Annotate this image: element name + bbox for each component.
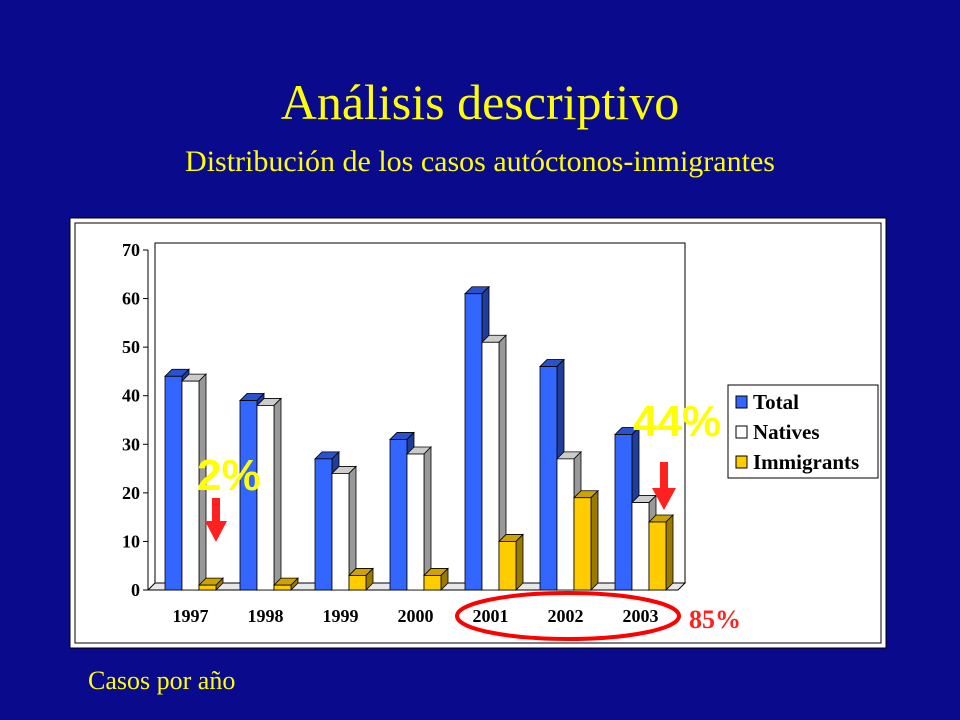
x-tick-label: 1998 xyxy=(248,606,284,626)
bar-immigrants-2002 xyxy=(573,489,599,591)
bar-immigrants-2003 xyxy=(648,514,674,591)
y-tick-label: 70 xyxy=(122,240,140,260)
chart-inner-frame xyxy=(74,222,882,644)
x-tick-label: 2001 xyxy=(473,606,509,626)
y-tick-label: 60 xyxy=(122,289,140,309)
callout-2003: 44% xyxy=(633,397,721,446)
y-tick-label: 20 xyxy=(122,483,140,503)
bar-natives-1999 xyxy=(331,465,357,591)
bar-natives-1998 xyxy=(256,397,282,591)
x-tick-label: 1999 xyxy=(323,606,359,626)
legend-swatch-total xyxy=(735,395,748,409)
highlight-label: 85% xyxy=(689,605,741,634)
bar-immigrants-2001 xyxy=(498,533,524,591)
legend-label-total: Total xyxy=(753,390,799,414)
bar-natives-2000 xyxy=(406,446,432,591)
bar-immigrants-1997 xyxy=(198,577,224,591)
legend-swatch-natives xyxy=(735,425,748,439)
footnote: Casos por año xyxy=(88,666,236,695)
bar-immigrants-1999 xyxy=(348,567,374,591)
legend: Total Natives Immigrants xyxy=(727,384,879,479)
legend-label-natives: Natives xyxy=(753,420,820,444)
arrow-2003 xyxy=(652,462,676,510)
legend-swatch-immigrants xyxy=(735,455,748,469)
y-tick-label: 50 xyxy=(122,337,140,357)
bar-immigrants-2000 xyxy=(423,567,449,591)
slide-subtitle: Distribución de los casos autóctonos-inm… xyxy=(185,145,775,178)
bar-immigrants-1998 xyxy=(273,577,299,591)
slide-title: Análisis descriptivo xyxy=(280,74,680,130)
arrow-1997 xyxy=(205,498,227,542)
x-tick-label: 2000 xyxy=(398,606,434,626)
y-tick-label: 10 xyxy=(122,531,140,551)
y-tick-label: 30 xyxy=(122,434,140,454)
callout-1997: 2% xyxy=(197,451,261,500)
legend-label-immigrants: Immigrants xyxy=(753,450,859,474)
y-tick-label: 0 xyxy=(131,580,140,600)
y-tick-label: 40 xyxy=(122,386,140,406)
x-tick-label: 2003 xyxy=(623,606,659,626)
highlight-ellipse xyxy=(455,591,681,641)
x-tick-label: 2002 xyxy=(548,606,584,626)
legend-box xyxy=(727,384,879,479)
x-tick-label: 1997 xyxy=(173,606,209,626)
